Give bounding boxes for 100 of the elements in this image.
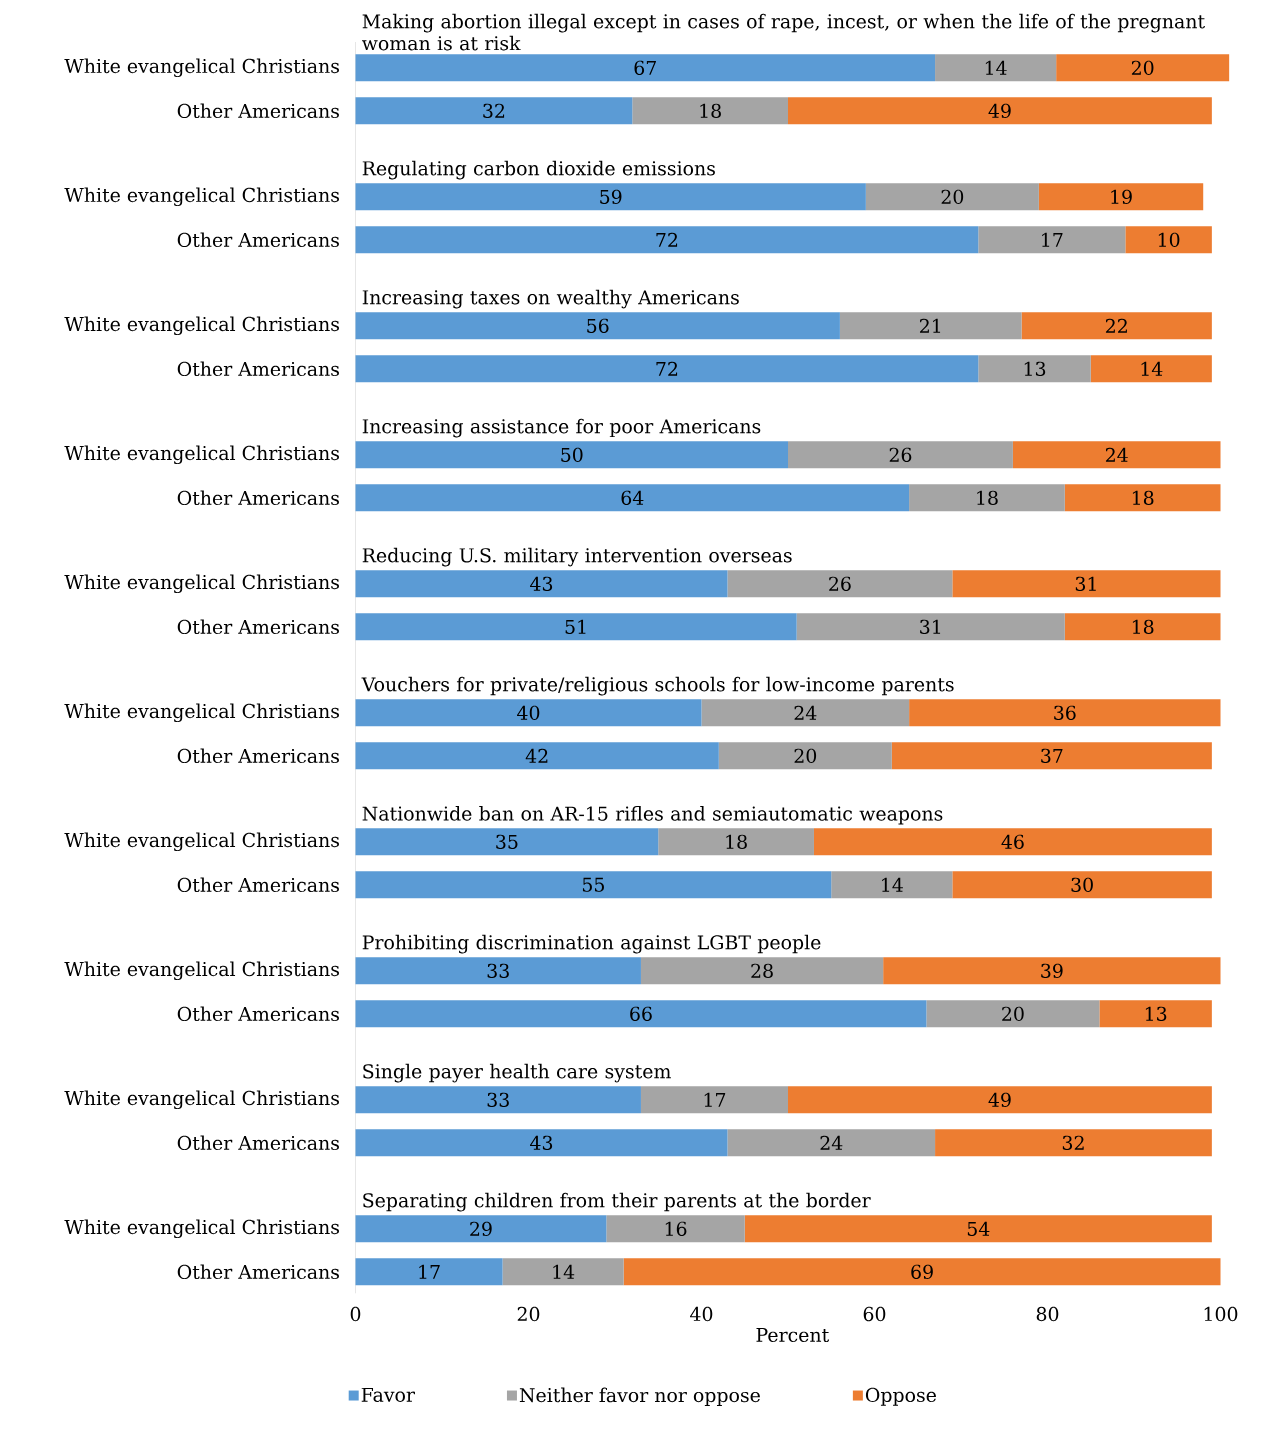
y-tick-label: White evangelical Christians [64,58,340,78]
data-label: 18 [726,834,748,849]
x-tick-label: 80 [1036,1306,1059,1322]
y-tick-label: Other Americans [177,103,340,119]
data-label: 24 [1106,447,1129,462]
data-label: 43 [530,576,553,591]
data-label: 20 [1002,1006,1024,1021]
y-tick-label: White evangelical Christians [64,1090,340,1110]
data-label: 51 [565,619,586,634]
x-tick-label: 60 [863,1306,886,1322]
data-label: 72 [656,361,678,376]
data-label: 20 [1132,60,1154,75]
data-label: 40 [517,705,540,720]
annotation: Prohibiting discrimination against LGBT people [363,934,821,954]
data-label: 26 [889,447,912,462]
data-label: 50 [561,447,583,462]
data-label: 29 [470,1221,492,1236]
y-tick-label: Other Americans [177,1135,340,1151]
annotation: Reducing U.S. military intervention overseas [363,547,792,567]
data-label: 64 [621,490,644,505]
y-tick-label: White evangelical Christians [64,961,340,981]
y-tick-label: Other Americans [177,361,340,377]
y-tick-label: Other Americans [177,1006,340,1022]
data-label: 13 [1146,1006,1167,1021]
annotation: Vouchers for private/religious schools for low-income parents [361,676,954,696]
data-label: 16 [666,1221,687,1236]
data-label: 35 [496,834,518,849]
x-tick-label: 100 [1205,1306,1238,1322]
data-label: 37 [1041,748,1063,763]
data-label: 21 [920,318,941,333]
data-label: 22 [1106,318,1128,333]
data-label: 14 [882,877,904,892]
annotation: Increasing taxes on wealthy Americans [363,289,740,309]
data-label: 17 [419,1264,440,1279]
y-tick-label: White evangelical Christians [64,574,340,594]
data-label: 36 [1054,705,1076,720]
y-tick-label: White evangelical Christians [64,703,340,723]
data-label: 72 [656,232,678,247]
data-label: 49 [988,1092,1011,1107]
data-label: 20 [794,748,817,763]
y-tick-label: Other Americans [177,232,340,248]
data-label: 54 [968,1221,990,1236]
annotation: Increasing assistance for poor Americans [363,418,761,438]
legend-label: Favor [361,1387,416,1402]
data-label: 24 [820,1135,843,1150]
data-label: 26 [829,576,851,591]
data-label: 55 [583,877,605,892]
data-label: 14 [553,1264,575,1279]
legend-label: Neither favor nor oppose [520,1387,761,1406]
data-label: 39 [1041,963,1063,978]
data-label: 59 [600,189,622,204]
data-label: 32 [1063,1135,1084,1150]
data-label: 69 [911,1264,934,1279]
data-label: 66 [630,1006,653,1021]
data-label: 30 [1071,877,1094,892]
data-label: 43 [530,1135,553,1150]
data-label: 18 [700,103,722,118]
data-label: 31 [1076,576,1097,591]
annotation: Making abortion illegal except in cases of rape, incest, or when the life of the pregnant woman is at risk [362,13,1206,51]
y-tick-label: Other Americans [177,748,340,764]
annotation: Single payer health care system [363,1063,672,1083]
data-label: 46 [1001,834,1024,849]
data-label: 20 [941,189,964,204]
x-axis-title: Percent [756,1327,830,1343]
data-label: 28 [751,963,774,978]
data-label: 33 [487,963,510,978]
data-label: 19 [1111,189,1133,204]
data-label: 24 [794,705,817,720]
data-label: 49 [988,103,1011,118]
legend-label: Oppose [866,1387,937,1406]
x-tick-label: 0 [350,1306,361,1322]
annotation: Regulating carbon dioxide emissions [363,160,716,180]
annotation: Nationwide ban on AR-15 rifles and semiautomatic weapons [362,806,943,825]
x-tick-label: 40 [690,1306,713,1322]
data-label: 14 [986,60,1007,75]
data-label: 42 [525,748,548,763]
data-label: 32 [483,103,505,118]
y-tick-label: White evangelical Christians [64,316,340,336]
data-label: 18 [1133,619,1154,634]
y-tick-label: Other Americans [177,1264,340,1280]
annotation: Separating children from their parents at the border [363,1192,871,1212]
data-label: 18 [977,490,998,505]
data-label: 13 [1025,361,1046,376]
data-label: 10 [1159,232,1180,247]
y-tick-label: White evangelical Christians [64,445,340,465]
data-label: 31 [920,619,941,634]
y-tick-label: White evangelical Christians [64,832,340,852]
y-tick-label: Other Americans [177,490,340,506]
data-label: 14 [1141,361,1163,376]
data-label: 67 [634,60,657,75]
data-label: 56 [587,318,609,333]
y-tick-label: Other Americans [177,877,340,893]
y-tick-label: Other Americans [177,619,340,635]
y-tick-label: White evangelical Christians [64,1219,340,1239]
data-label: 17 [1042,232,1063,247]
y-tick-label: White evangelical Christians [64,187,340,207]
data-label: 18 [1133,490,1154,505]
data-label: 17 [705,1092,726,1107]
data-label: 33 [487,1092,510,1107]
x-tick-label: 20 [517,1306,540,1322]
